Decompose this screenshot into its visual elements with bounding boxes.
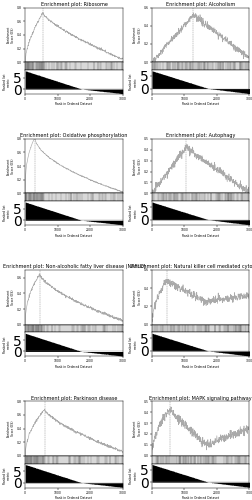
Y-axis label: Ranked list
metric: Ranked list metric — [129, 336, 138, 352]
Y-axis label: Enrichment
Score (ES): Enrichment Score (ES) — [133, 420, 142, 437]
Title: Enrichment plot: MAPK signaling pathway: Enrichment plot: MAPK signaling pathway — [149, 396, 252, 400]
Y-axis label: Ranked list
metric: Ranked list metric — [129, 468, 138, 484]
Title: Enrichment plot: Autophagy: Enrichment plot: Autophagy — [166, 133, 235, 138]
X-axis label: Rank in Ordered Dataset: Rank in Ordered Dataset — [55, 365, 92, 369]
X-axis label: Rank in Ordered Dataset: Rank in Ordered Dataset — [182, 102, 219, 106]
X-axis label: Rank in Ordered Dataset: Rank in Ordered Dataset — [182, 365, 219, 369]
Y-axis label: Enrichment
Score (ES): Enrichment Score (ES) — [6, 26, 15, 44]
Y-axis label: Ranked list
metric: Ranked list metric — [129, 74, 138, 90]
X-axis label: Rank in Ordered Dataset: Rank in Ordered Dataset — [55, 102, 92, 106]
X-axis label: Rank in Ordered Dataset: Rank in Ordered Dataset — [55, 496, 92, 500]
Y-axis label: Ranked list
metric: Ranked list metric — [129, 205, 138, 222]
X-axis label: Rank in Ordered Dataset: Rank in Ordered Dataset — [55, 234, 92, 237]
Title: Enrichment plot: Ribosome: Enrichment plot: Ribosome — [41, 2, 107, 7]
Y-axis label: Enrichment
Score (ES): Enrichment Score (ES) — [133, 288, 142, 306]
Y-axis label: Ranked list
metric: Ranked list metric — [3, 205, 11, 222]
Y-axis label: Ranked list
metric: Ranked list metric — [3, 468, 11, 484]
Y-axis label: Enrichment
Score (ES): Enrichment Score (ES) — [6, 420, 15, 437]
Title: Enrichment plot: Alcoholism: Enrichment plot: Alcoholism — [166, 2, 235, 7]
Y-axis label: Enrichment
Score (ES): Enrichment Score (ES) — [6, 158, 15, 174]
Title: Enrichment plot: Oxidative phosphorylation: Enrichment plot: Oxidative phosphorylati… — [20, 133, 128, 138]
Title: Enrichment plot: Non-alcoholic fatty liver disease (NAFLD): Enrichment plot: Non-alcoholic fatty liv… — [3, 264, 145, 270]
Y-axis label: Ranked list
metric: Ranked list metric — [3, 336, 11, 352]
X-axis label: Rank in Ordered Dataset: Rank in Ordered Dataset — [182, 496, 219, 500]
Title: Enrichment plot: Parkinson disease: Enrichment plot: Parkinson disease — [31, 396, 117, 400]
Y-axis label: Enrichment
Score (ES): Enrichment Score (ES) — [133, 26, 142, 44]
Y-axis label: Enrichment
Score (ES): Enrichment Score (ES) — [6, 288, 15, 306]
X-axis label: Rank in Ordered Dataset: Rank in Ordered Dataset — [182, 234, 219, 237]
Y-axis label: Enrichment
Score (ES): Enrichment Score (ES) — [133, 158, 142, 174]
Title: Enrichment plot: Natural killer cell mediated cytotoxicity: Enrichment plot: Natural killer cell med… — [131, 264, 252, 270]
Y-axis label: Ranked list
metric: Ranked list metric — [3, 74, 11, 90]
